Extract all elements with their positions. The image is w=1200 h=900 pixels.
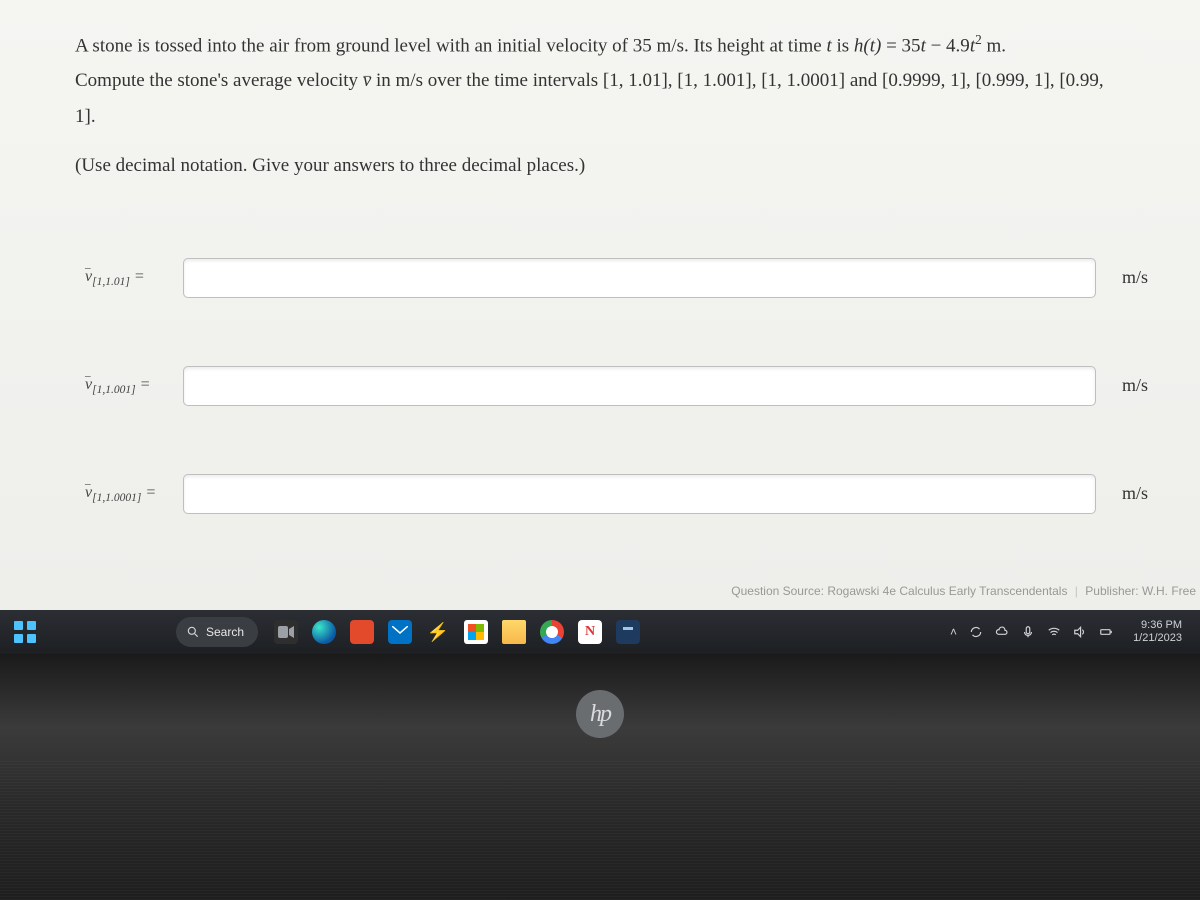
volume-icon[interactable] (1073, 625, 1087, 639)
unit-label: m/s (1096, 483, 1160, 504)
clock-date: 1/21/2023 (1133, 632, 1182, 645)
app-icon[interactable] (616, 620, 640, 644)
publisher-name: W.H. Free (1142, 584, 1196, 598)
taskbar-pinned-apps: ⚡ N (274, 620, 640, 644)
func-ht: h(t) (854, 35, 881, 56)
search-placeholder: Search (206, 625, 244, 639)
file-explorer-icon[interactable] (502, 620, 526, 644)
text: is (832, 35, 854, 56)
hp-logo-text: hp (590, 701, 610, 728)
unit-label: m/s (1096, 375, 1160, 396)
sync-icon[interactable] (969, 625, 983, 639)
text: m. (982, 35, 1006, 56)
superscript: 2 (975, 32, 982, 47)
hp-logo: hp (576, 690, 624, 738)
battery-icon[interactable] (1099, 625, 1113, 639)
answer-row: v[1,1.001] = m/s (85, 366, 1160, 406)
chevron-up-icon[interactable]: ˄ (950, 625, 957, 639)
microsoft-store-icon[interactable] (464, 620, 488, 644)
taskview-icon[interactable] (274, 620, 298, 644)
clock-time: 9:36 PM (1133, 619, 1182, 632)
text: Compute the stone's average velocity (75, 70, 363, 91)
separator: | (1075, 584, 1078, 598)
moire-pattern (0, 760, 1200, 900)
answer-rows: v[1,1.01] = m/s v[1,1.001] = m/s v[1,1.0… (0, 258, 1200, 514)
interval-sub: [1,1.0001] (92, 492, 141, 504)
interval-sub: [1,1.01] (92, 276, 130, 288)
source-title: Rogawski 4e Calculus Early Transcendenta… (827, 584, 1067, 598)
search-icon (186, 625, 200, 639)
start-button[interactable] (14, 621, 36, 643)
chrome-icon[interactable] (540, 620, 564, 644)
answer-row: v[1,1.0001] = m/s (85, 474, 1160, 514)
wifi-icon[interactable] (1047, 625, 1061, 639)
answer-input-2[interactable] (183, 366, 1096, 406)
question-text: A stone is tossed into the air from grou… (0, 28, 1200, 183)
question-line-3: (Use decimal notation. Give your answers… (75, 148, 1125, 183)
windows-taskbar: Search ⚡ N ˄ 9:36 PM 1/21/2023 (0, 610, 1200, 654)
var-vbar: v (363, 70, 371, 91)
text: A stone is tossed into the air from grou… (75, 35, 826, 56)
answer-input-1[interactable] (183, 258, 1096, 298)
taskbar-clock[interactable]: 9:36 PM 1/21/2023 (1125, 619, 1190, 644)
source-attribution: Question Source: Rogawski 4e Calculus Ea… (731, 584, 1200, 598)
text: = 35 (881, 35, 920, 56)
unit-label: m/s (1096, 267, 1160, 288)
question-line-2: Compute the stone's average velocity v i… (75, 63, 1125, 133)
answer-row: v[1,1.01] = m/s (85, 258, 1160, 298)
edge-icon[interactable] (312, 620, 336, 644)
microphone-icon[interactable] (1021, 625, 1035, 639)
power-icon[interactable]: ⚡ (426, 620, 450, 644)
interval-sub: [1,1.001] (92, 384, 136, 396)
answer-input-3[interactable] (183, 474, 1096, 514)
question-line-1: A stone is tossed into the air from grou… (75, 28, 1125, 63)
answer-label: v[1,1.0001] = (85, 484, 183, 504)
answer-label: v[1,1.001] = (85, 376, 183, 396)
mail-icon[interactable] (388, 620, 412, 644)
cloud-icon[interactable] (995, 625, 1009, 639)
system-tray: ˄ 9:36 PM 1/21/2023 (950, 619, 1200, 644)
source-prefix: Question Source: (731, 584, 824, 598)
answer-label: v[1,1.01] = (85, 268, 183, 288)
text: − 4.9 (926, 35, 970, 56)
taskbar-search[interactable]: Search (176, 617, 258, 647)
app-icon[interactable] (350, 620, 374, 644)
app-n-icon[interactable]: N (578, 620, 602, 644)
publisher-prefix: Publisher: (1085, 584, 1138, 598)
question-panel: A stone is tossed into the air from grou… (0, 0, 1200, 610)
